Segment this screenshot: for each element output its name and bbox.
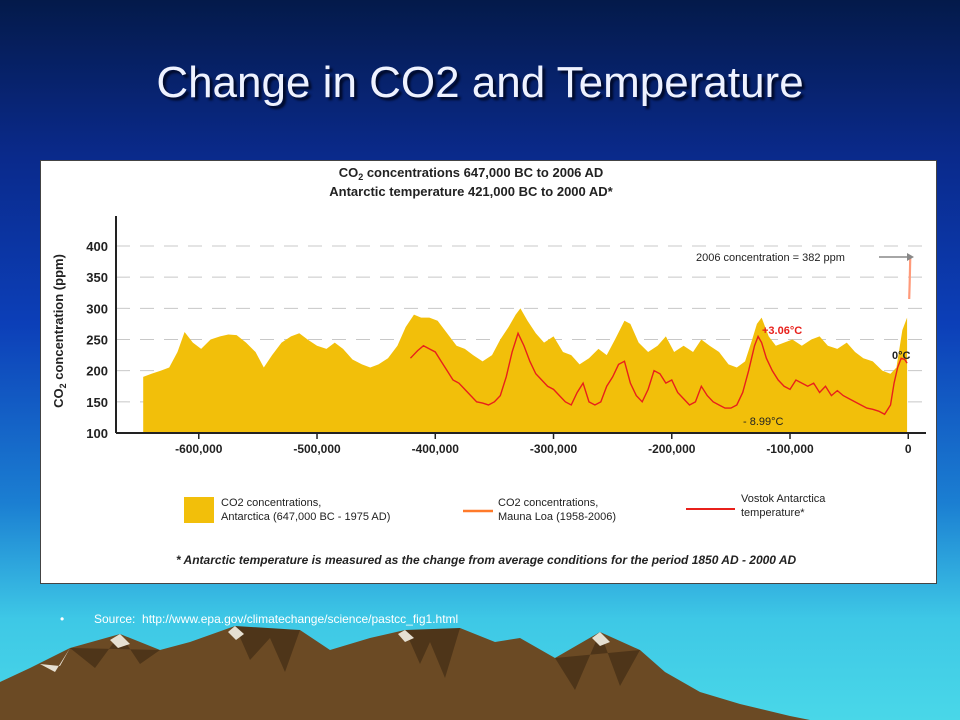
axes: 100 150 200 250 300 350 400 -600,000 -500,000 -40… — [86, 216, 926, 456]
y-tick-label: 150 — [86, 395, 108, 410]
source-line: • Source: http://www.epa.gov/climatechang… — [60, 612, 458, 626]
co2-temperature-chart: CO2 concentrations 647,000 BC to 2006 AD… — [51, 165, 926, 567]
x-tick-label: -100,000 — [766, 442, 814, 456]
current-concentration-label: 2006 concentration = 382 ppm — [696, 252, 845, 264]
chart-footnote: * Antarctic temperature is measured as t… — [176, 553, 797, 567]
y-tick-label: 250 — [86, 333, 108, 348]
legend-label-mauna-loa-2: Mauna Loa (1958-2006) — [498, 511, 616, 523]
legend-label-vostok-2: temperature* — [741, 507, 805, 519]
legend-label-antarctica-2: Antarctica (647,000 BC - 1975 AD) — [221, 511, 390, 523]
snow-cap-4 — [398, 630, 414, 642]
legend-label-vostok-1: Vostok Antarctica — [741, 493, 826, 505]
annotations: 2006 concentration = 382 ppm +3.06°C - 8… — [696, 252, 914, 428]
y-tick-label: 400 — [86, 239, 108, 254]
slide-title: Change in CO2 and Temperature — [156, 58, 804, 107]
chart-title-line2: Antarctic temperature 421,000 BC to 2000… — [329, 184, 613, 199]
y-tick-label: 300 — [86, 301, 108, 316]
snow-cap-1 — [40, 648, 70, 672]
series-mauna-loa-line — [908, 257, 912, 300]
x-tick-label: -400,000 — [412, 442, 460, 456]
x-tick-label: -600,000 — [175, 442, 223, 456]
current-concentration-arrowhead — [907, 253, 914, 261]
mountain-shade-2 — [235, 626, 300, 672]
bullet: • — [60, 612, 65, 626]
snow-cap-3 — [228, 626, 244, 640]
snow-cap-2 — [110, 634, 130, 648]
y-axis-label: CO2 concentration (ppm) — [51, 254, 68, 408]
mountain-range — [0, 626, 810, 720]
legend-swatch-antarctica — [184, 497, 214, 523]
legend-label-mauna-loa-1: CO2 concentrations, — [498, 497, 598, 509]
plot-area — [143, 257, 912, 433]
mountain-shade-1 — [70, 634, 160, 668]
legend: CO2 concentrations, Antarctica (647,000 … — [184, 493, 826, 523]
x-tick-label: -300,000 — [530, 442, 578, 456]
y-tick-label: 200 — [86, 364, 108, 379]
x-tick-label: 0 — [905, 442, 912, 456]
zero-temp-label: 0°C — [892, 350, 911, 362]
mountain-illustration — [0, 626, 810, 720]
snow-cap-5 — [592, 632, 610, 646]
y-tick-label: 100 — [86, 426, 108, 441]
source-label: Source: — [94, 612, 136, 626]
chart-frame: CO2 concentrations 647,000 BC to 2006 AD… — [40, 160, 937, 584]
source-url: http://www.epa.gov/climatechange/science… — [142, 612, 459, 626]
x-tick-label: -200,000 — [648, 442, 696, 456]
series-vostok-temperature-line — [409, 331, 908, 416]
series-antarctica-area — [143, 308, 908, 433]
max-temp-label: +3.06°C — [762, 325, 802, 337]
chart-title-line1: CO2 concentrations 647,000 BC to 2006 AD — [339, 165, 604, 182]
y-tick-label: 350 — [86, 270, 108, 285]
mountain-shade-3 — [405, 628, 460, 678]
mountain-shade-4 — [555, 632, 640, 690]
min-temp-label: - 8.99°C — [743, 416, 784, 428]
x-tick-label: -500,000 — [293, 442, 341, 456]
legend-label-antarctica-1: CO2 concentrations, — [221, 497, 321, 509]
